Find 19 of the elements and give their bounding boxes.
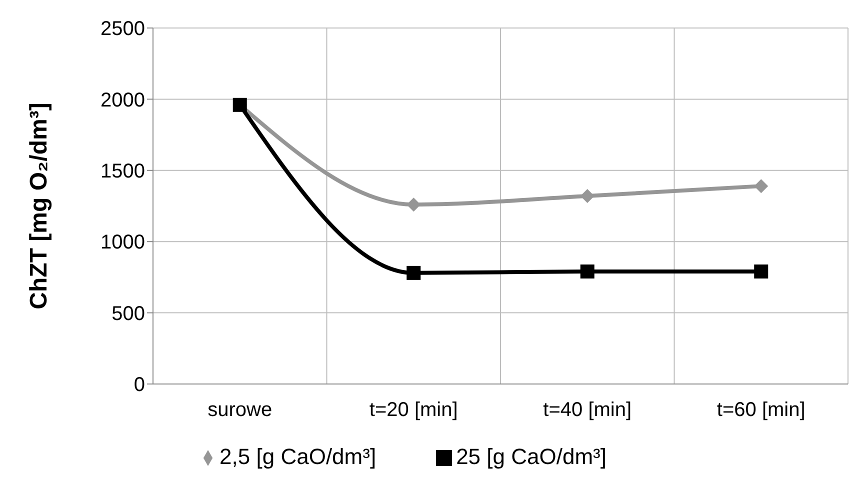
y-tick-label: 2500 [100,18,145,40]
x-tick-label: t=60 [min] [716,399,806,422]
point [580,189,594,204]
legend-label: 25 [g CaO/dm³] [456,444,606,469]
y-tick-label: 1000 [100,232,145,254]
x-tick-label: t=20 [min] [369,399,458,422]
legend-label: 2,5 [g CaO/dm³] [220,444,376,469]
point [406,198,421,212]
x-tick-label: t=40 [min] [543,399,632,422]
y-tick-label: 500 [112,302,145,325]
y-tick-label: 2000 [100,89,145,112]
point [580,264,594,279]
point [406,266,421,280]
point [754,179,768,194]
y-axis-title: ChZT [mg O₂/dm³] [26,102,53,310]
y-tick-label: 0 [134,374,145,396]
point [754,264,768,279]
y-tick-label: 1500 [100,160,145,182]
x-tick-label: surowe [208,399,272,422]
